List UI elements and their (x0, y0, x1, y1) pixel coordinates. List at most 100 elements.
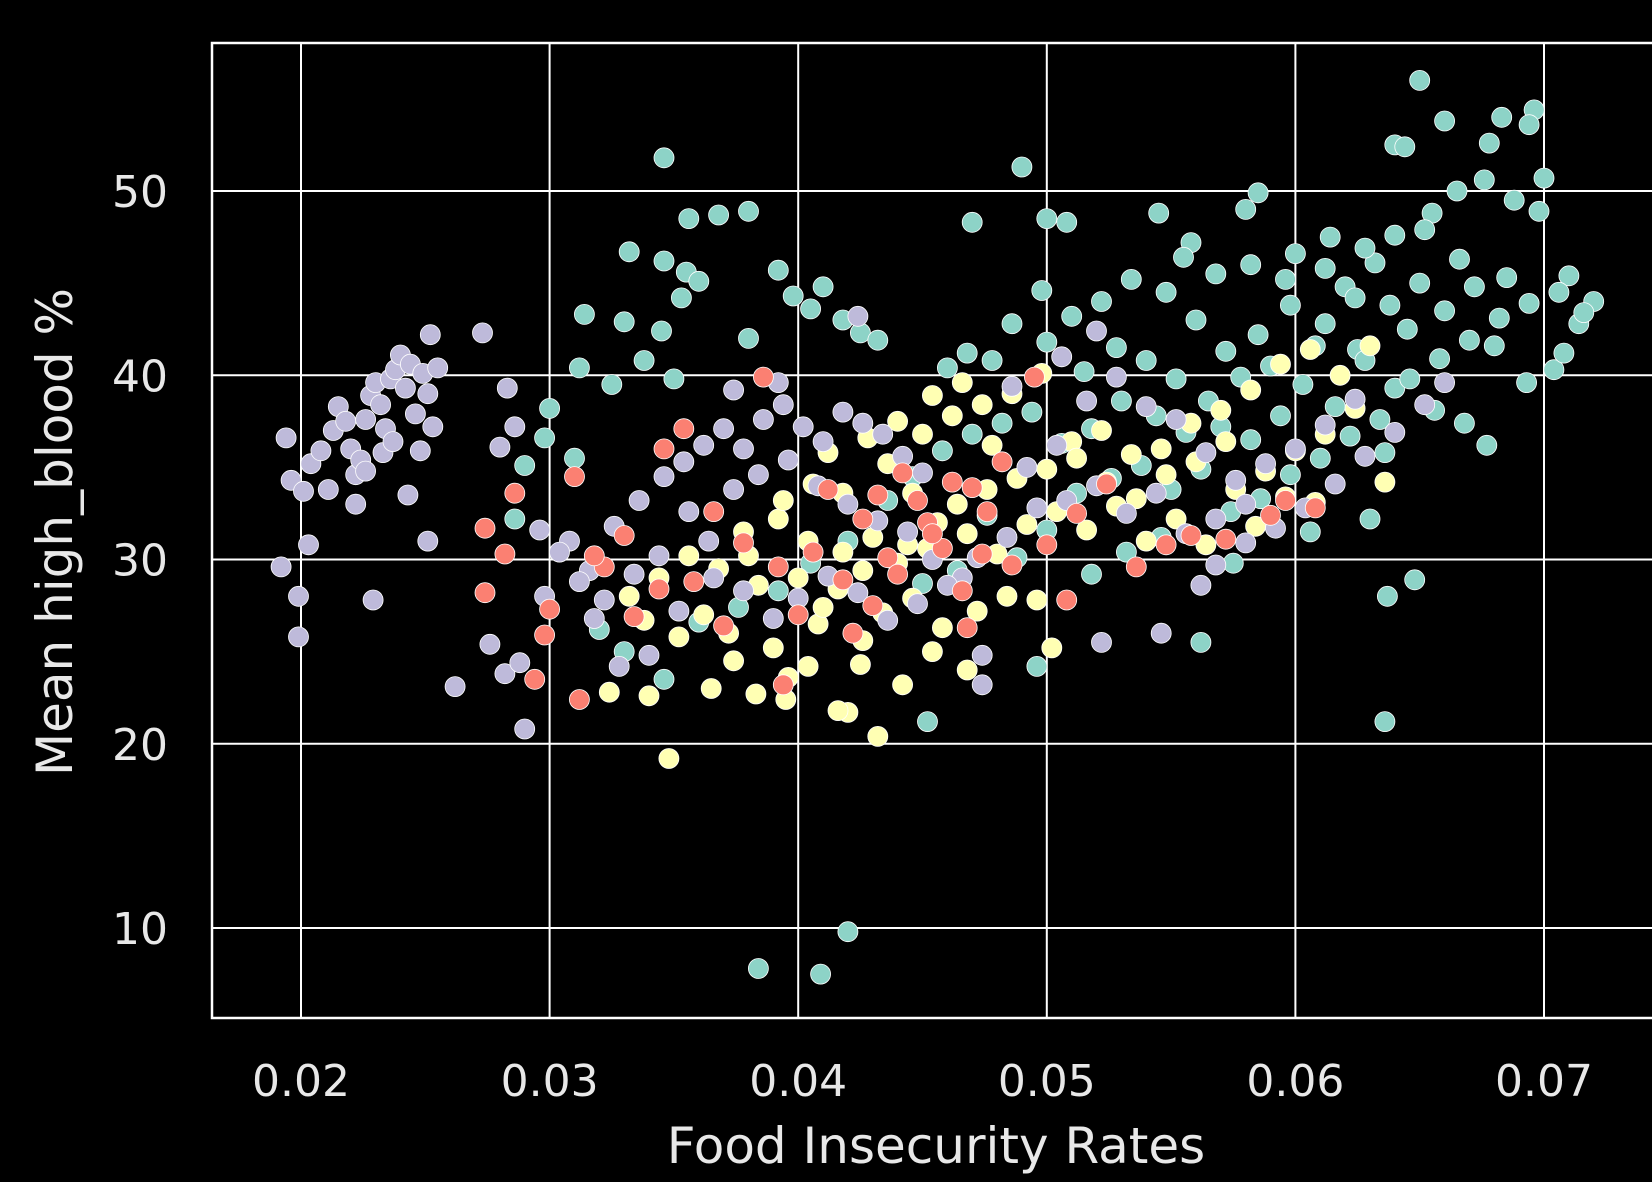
data-point (981, 434, 1003, 456)
data-point (867, 726, 889, 747)
data-point (1066, 447, 1087, 469)
data-point (1051, 346, 1073, 368)
x-tick-label: 0.03 (501, 1056, 599, 1107)
data-point (668, 626, 690, 648)
data-point (817, 479, 839, 500)
data-point (912, 423, 933, 445)
data-point (1205, 508, 1227, 530)
data-point (1459, 329, 1480, 351)
data-point (996, 527, 1018, 548)
data-point (618, 241, 640, 263)
data-point (1036, 331, 1058, 353)
data-point (1404, 569, 1426, 591)
data-point (1016, 514, 1038, 535)
data-point (688, 270, 710, 292)
data-point (397, 484, 419, 506)
y-tick-label: 30 (112, 536, 168, 587)
data-point (1215, 528, 1237, 550)
data-point (638, 644, 660, 666)
data-point (504, 416, 526, 438)
data-point (1195, 442, 1217, 464)
data-point (494, 543, 516, 565)
data-point (355, 409, 377, 430)
data-point (1409, 70, 1431, 91)
data-point (1275, 490, 1296, 511)
data-point (1001, 313, 1023, 335)
data-point (951, 580, 973, 602)
data-point (489, 436, 511, 458)
data-point (850, 654, 871, 675)
data-point (772, 394, 794, 416)
data-point (767, 508, 789, 530)
data-point (912, 462, 933, 484)
data-point (872, 423, 894, 445)
data-point (1056, 211, 1078, 233)
data-point (1205, 263, 1227, 285)
data-point (1210, 399, 1232, 421)
data-point (1125, 488, 1147, 510)
data-point (1215, 431, 1237, 453)
data-point (922, 385, 943, 406)
data-point (583, 608, 605, 629)
data-point (772, 490, 794, 511)
data-point (1516, 372, 1537, 394)
data-point (549, 541, 570, 563)
data-point (472, 322, 493, 344)
data-point (1434, 372, 1455, 394)
data-point (703, 501, 725, 523)
data-point (748, 464, 769, 486)
data-point (723, 379, 744, 401)
data-point (1240, 254, 1262, 276)
data-point (1076, 390, 1097, 412)
data-point (1518, 292, 1540, 314)
data-point (618, 585, 640, 607)
plot-frame (210, 41, 1652, 1020)
data-point (1379, 294, 1401, 316)
data-point (474, 517, 496, 539)
data-point (1222, 552, 1244, 574)
data-point (827, 700, 849, 721)
data-point (1106, 337, 1127, 359)
data-point (832, 401, 854, 423)
data-point (852, 508, 874, 530)
data-point (1359, 335, 1381, 357)
data-point (700, 678, 722, 699)
data-point (1270, 405, 1291, 427)
data-point (1476, 434, 1498, 456)
data-point (887, 563, 908, 585)
data-point (564, 466, 585, 488)
data-point (832, 569, 854, 591)
data-point (812, 431, 834, 453)
x-tick-labels: 0.02 0.03 0.04 0.05 0.06 0.07 (252, 1056, 1593, 1107)
data-point (1036, 208, 1058, 230)
data-point (658, 748, 680, 769)
data-point (1205, 554, 1227, 576)
data-point (1429, 348, 1450, 370)
data-point (1491, 106, 1513, 128)
data-point (1173, 246, 1194, 268)
data-point (877, 547, 899, 569)
data-point (1414, 394, 1436, 416)
data-point (1240, 379, 1262, 401)
data-point (961, 423, 983, 445)
data-point (1096, 473, 1117, 495)
data-point (897, 521, 918, 543)
data-point (1478, 132, 1500, 154)
data-point (922, 523, 943, 545)
data-point (810, 963, 831, 985)
y-tick-label: 10 (112, 904, 168, 955)
data-point (504, 482, 526, 504)
data-point (638, 685, 660, 707)
data-point (1155, 464, 1177, 486)
data-point (1031, 280, 1053, 301)
data-point (1359, 508, 1381, 530)
data-point (956, 659, 978, 681)
data-point (1369, 409, 1391, 430)
data-point (892, 674, 913, 696)
data-point (1260, 504, 1281, 526)
data-point (678, 208, 700, 230)
data-point (623, 606, 645, 627)
data-point (514, 718, 536, 740)
